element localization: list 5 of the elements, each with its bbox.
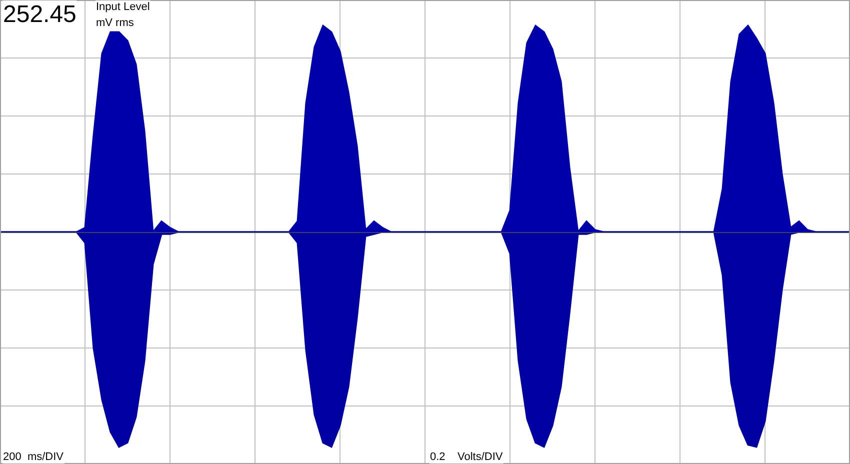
annotation: 252.45: [3, 1, 76, 28]
text: 0.2 Volts/DIV: [430, 451, 504, 463]
text: Input Level: [96, 1, 150, 13]
text: 200 ms/DIV: [3, 451, 64, 463]
annotation: mV rms: [96, 17, 134, 29]
